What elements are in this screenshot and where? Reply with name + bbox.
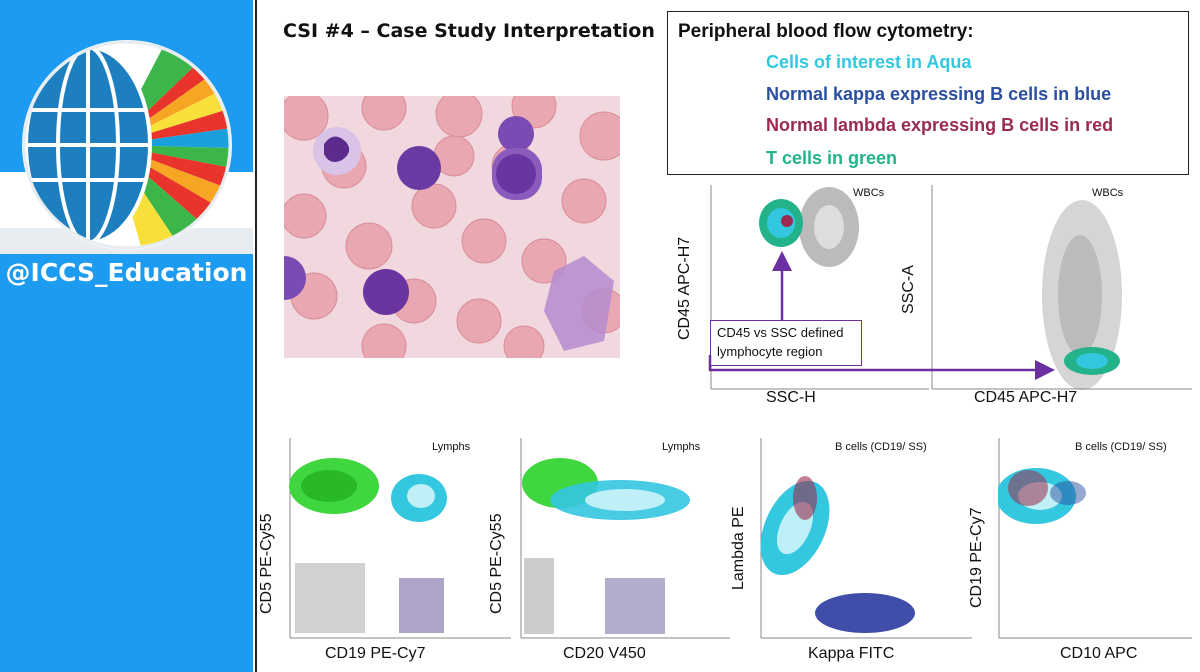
legend-item-red: Normal lambda expressing B cells in red — [766, 115, 1114, 135]
blood-smear-micrograph-icon — [284, 96, 620, 358]
gate-label: B cells (CD19/ SS) — [1075, 441, 1167, 453]
x-axis-label: CD10 APC — [1060, 645, 1138, 662]
legend-title: Peripheral blood flow cytometry: — [678, 21, 974, 42]
y-axis-label: CD19 PE-Cy7 — [968, 507, 985, 608]
y-axis-label: CD45 APC-H7 — [676, 236, 693, 340]
y-axis-label: CD5 PE-Cy55 — [258, 513, 275, 614]
slide-title: CSI #4 – Case Study Interpretation — [283, 20, 655, 42]
y-axis-label: CD5 PE-Cy55 — [488, 513, 505, 614]
gate-label: Lymphs — [662, 441, 701, 453]
plot-lambda-kappa — [760, 438, 972, 640]
x-axis-label: CD45 APC-H7 — [974, 389, 1078, 406]
y-axis-label: SSC-A — [900, 265, 917, 314]
x-axis-label: CD19 PE-Cy7 — [325, 645, 426, 662]
profile-handle[interactable]: @ICCS_Education — [5, 258, 248, 287]
x-axis-label: CD20 V450 — [563, 645, 646, 662]
plot-cd5-cd20 — [520, 438, 730, 640]
gate-label: WBCs — [853, 187, 885, 199]
x-axis-label: SSC-H — [766, 389, 816, 406]
plot-cd5-cd19 — [289, 438, 511, 640]
legend-box: Peripheral blood flow cytometry: Cells o… — [667, 11, 1189, 175]
gate-label: B cells (CD19/ SS) — [835, 441, 927, 453]
x-axis-label: Kappa FITC — [808, 645, 895, 662]
plot-cd19-cd10 — [998, 438, 1192, 640]
gate-label: WBCs — [1092, 187, 1124, 199]
legend-item-aqua: Cells of interest in Aqua — [766, 52, 972, 72]
iccs-globe-logo-icon — [22, 40, 232, 250]
legend-item-blue: Normal kappa expressing B cells in blue — [766, 84, 1112, 104]
y-axis-label: Lambda PE — [730, 506, 747, 590]
legend-item-green: T cells in green — [766, 148, 898, 168]
gate-callout: CD45 vs SSC defined lymphocyte region — [710, 320, 862, 366]
plot-ssc-cd45 — [930, 185, 1192, 391]
gate-label: Lymphs — [432, 441, 471, 453]
